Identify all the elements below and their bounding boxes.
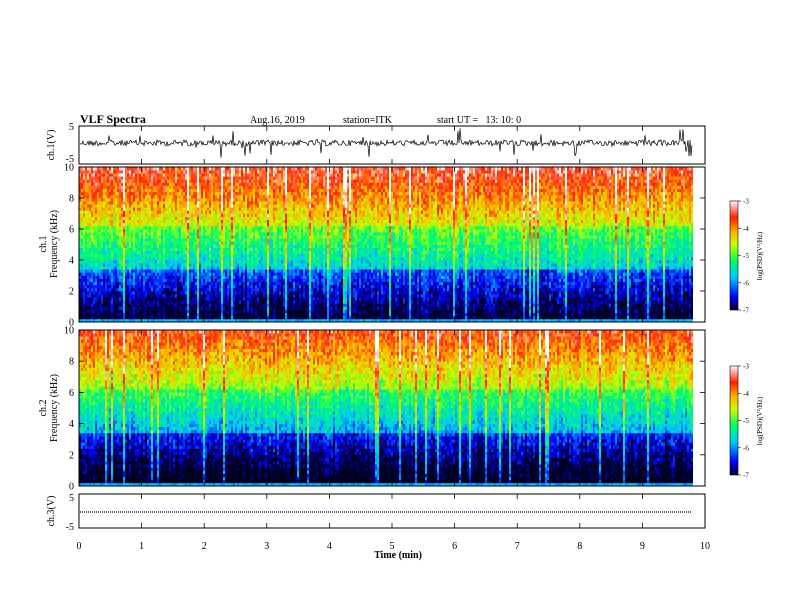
station-label: station=ITK bbox=[343, 115, 393, 126]
colorbar-tick-label: -7 bbox=[743, 307, 749, 315]
ch1-waveform-ylabel: ch.1(V) bbox=[46, 130, 57, 161]
x-tick-label: 10 bbox=[700, 541, 710, 552]
x-tick-label: 8 bbox=[577, 541, 582, 552]
freq-tick-label: 2 bbox=[69, 287, 74, 298]
freq-tick-label: 8 bbox=[69, 194, 74, 205]
x-tick-label: 7 bbox=[515, 541, 520, 552]
start-time-label: start UT = 13: 10: 0 bbox=[437, 115, 521, 126]
ch3-tick-min: -5 bbox=[66, 522, 74, 533]
freq-tick-label: 0 bbox=[69, 482, 74, 493]
colorbar-tick-label: -4 bbox=[743, 390, 749, 398]
x-axis-label: Time (min) bbox=[374, 550, 422, 561]
freq-tick-label: 6 bbox=[69, 225, 74, 236]
ch1-waveform-panel: 5 -5 ch.1(V) bbox=[46, 122, 705, 165]
x-tick-label: 1 bbox=[139, 541, 144, 552]
colorbar-tick-label: -6 bbox=[743, 279, 749, 287]
freq-tick-label: 10 bbox=[64, 326, 74, 337]
x-tick-label: 6 bbox=[452, 541, 457, 552]
freq-tick-label: 8 bbox=[69, 357, 74, 368]
ch3-waveform-panel: 5 -5 ch.3(V) bbox=[46, 493, 705, 533]
ch2-spectrogram-ylabel-2: Frequency (kHz) bbox=[49, 374, 60, 442]
ch2-spectrogram-ylabel-1: ch.2 bbox=[38, 400, 49, 417]
x-tick-label: 0 bbox=[77, 541, 82, 552]
freq-tick-label: 10 bbox=[64, 163, 74, 174]
colorbar-tick-label: -5 bbox=[743, 252, 749, 260]
x-tick-label: 2 bbox=[202, 541, 207, 552]
freq-tick-label: 6 bbox=[69, 388, 74, 399]
freq-tick-label: 4 bbox=[69, 256, 74, 267]
colorbar-tick-label: -7 bbox=[743, 472, 749, 480]
date-label: Aug.16, 2019 bbox=[250, 115, 305, 126]
ch1-tick-max: 5 bbox=[69, 122, 74, 133]
figure-title: VLF Spectra bbox=[80, 112, 146, 126]
colorbar-tick-label: -3 bbox=[743, 363, 749, 371]
ch2-colorbar-label: log(PSD)(V²/Hz) bbox=[756, 396, 764, 445]
freq-tick-label: 2 bbox=[69, 450, 74, 461]
colorbar-tick-label: -6 bbox=[743, 444, 749, 452]
x-tick-label: 9 bbox=[640, 541, 645, 552]
ch1-colorbar bbox=[730, 201, 738, 310]
ch3-waveform-frame bbox=[79, 494, 705, 528]
colorbar-tick-label: -4 bbox=[743, 225, 749, 233]
ch3-waveform-ylabel: ch.3(V) bbox=[46, 496, 57, 527]
ch1-waveform-frame bbox=[79, 126, 705, 164]
x-tick-label: 3 bbox=[264, 541, 269, 552]
ch3-tick-max: 5 bbox=[69, 493, 74, 504]
x-tick-label: 4 bbox=[327, 541, 332, 552]
ch1-spectrogram-image bbox=[79, 167, 705, 322]
colorbar-tick-label: -5 bbox=[743, 417, 749, 425]
ch1-spectrogram-ylabel-2: Frequency (kHz) bbox=[49, 210, 60, 278]
colorbar-tick-label: -3 bbox=[743, 198, 749, 206]
ch1-colorbar-label: log(PSD)(V²/Hz) bbox=[756, 231, 764, 280]
ch1-spectrogram-ylabel-1: ch.1 bbox=[38, 236, 49, 253]
ch2-spectrogram-image bbox=[79, 330, 705, 486]
ch2-colorbar bbox=[730, 366, 738, 475]
freq-tick-label: 4 bbox=[69, 419, 74, 430]
